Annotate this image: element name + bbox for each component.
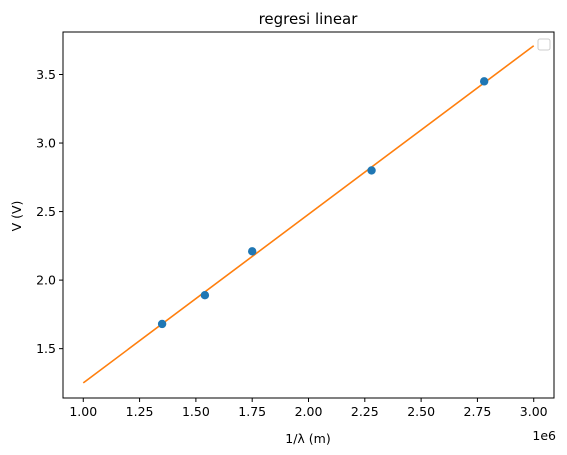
x-offset-label: 1e6 <box>532 428 556 443</box>
y-tick-label: 3.0 <box>36 136 56 151</box>
x-axis-label: 1/λ (m) <box>285 431 330 446</box>
x-tick-label: 1.25 <box>126 404 154 419</box>
y-tick-label: 2.0 <box>36 273 56 288</box>
chart-title: regresi linear <box>259 10 359 28</box>
x-tick-label: 1.50 <box>182 404 210 419</box>
x-tick-label: 2.75 <box>464 404 492 419</box>
y-tick-label: 2.5 <box>36 204 56 219</box>
x-tick-label: 1.75 <box>238 404 266 419</box>
y-tick-label: 1.5 <box>36 341 56 356</box>
legend-box <box>537 38 551 51</box>
data-point <box>247 247 257 256</box>
fit-line-group <box>82 45 535 384</box>
y-tick-label: 3.5 <box>36 67 56 82</box>
data-points <box>157 77 489 329</box>
data-point <box>479 77 489 86</box>
x-tick-label: 2.50 <box>407 404 435 419</box>
x-tick-label: 2.00 <box>295 404 323 419</box>
data-point <box>367 166 376 175</box>
x-axis: 1.00 1.25 1.50 1.75 2.00 2.25 2.50 2.75 3.00 <box>69 398 548 419</box>
data-point <box>200 290 210 300</box>
regression-line <box>82 45 535 384</box>
y-axis: 1.5 2.0 2.5 3.0 3.5 <box>36 67 63 356</box>
x-tick-label: 3.00 <box>520 404 548 419</box>
y-axis-label: V (V) <box>9 201 24 232</box>
x-tick-label: 2.25 <box>351 404 379 419</box>
x-tick-label: 1.00 <box>69 404 97 419</box>
data-point <box>157 319 167 329</box>
